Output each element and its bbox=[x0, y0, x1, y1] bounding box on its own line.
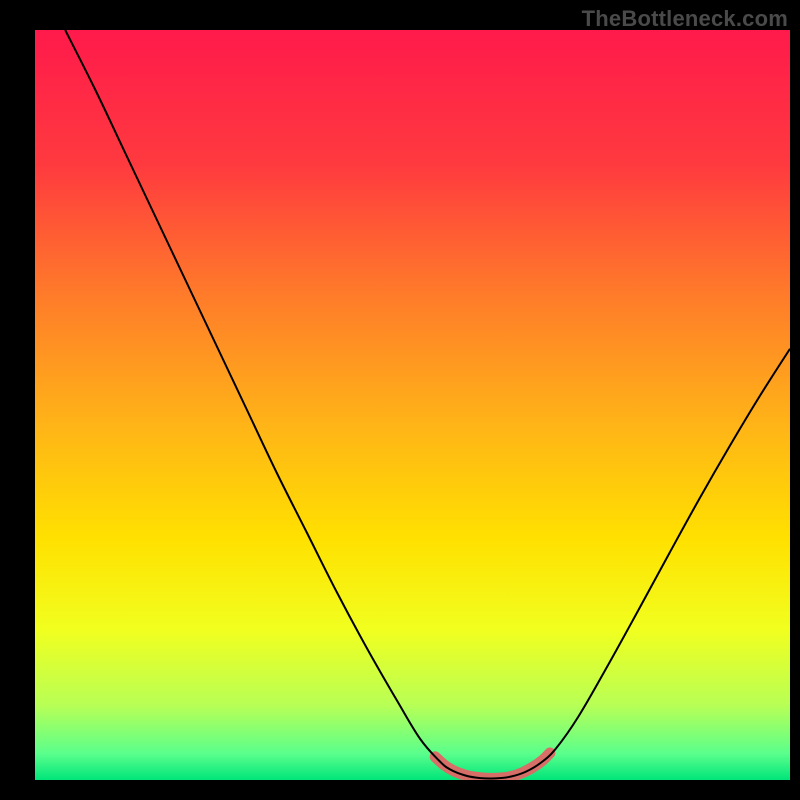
chart-border bbox=[790, 0, 800, 800]
chart-border bbox=[0, 780, 800, 800]
watermark-text: TheBottleneck.com bbox=[582, 6, 788, 32]
chart-border bbox=[0, 0, 35, 800]
bottleneck-chart bbox=[0, 0, 800, 800]
gradient-background bbox=[35, 30, 790, 780]
chart-frame: TheBottleneck.com bbox=[0, 0, 800, 800]
